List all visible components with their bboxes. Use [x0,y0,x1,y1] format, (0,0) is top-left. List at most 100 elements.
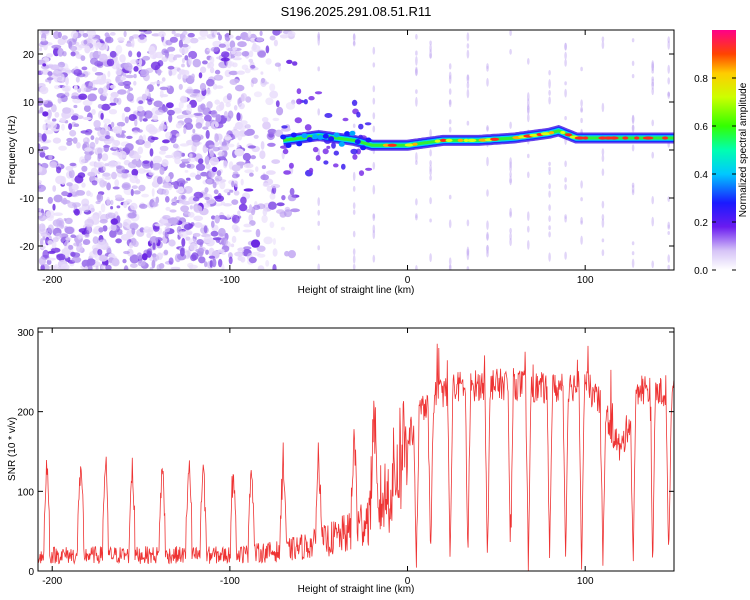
noise-blob [163,223,173,227]
noise-blob [265,260,270,267]
ridge-hotspot [609,136,619,140]
noise-blob [103,144,110,153]
noise-blob [98,210,102,216]
noise-blob [235,35,242,41]
noise-blob [119,54,126,63]
noise-blob [100,203,106,213]
noise-blob [220,145,229,151]
noise-blob [232,46,238,51]
noise-blob [83,39,88,45]
noise-blob [274,129,284,137]
ridge-early-blob [365,137,372,143]
streak-blob [667,254,670,263]
noise-blob [123,250,130,255]
colorbar-ticks: 0.0 0.2 0.4 0.6 0.8 [694,74,736,277]
noise-blob [42,123,47,131]
noise-blob [171,202,177,206]
noise-blob [161,139,170,144]
streak-blob [352,33,356,43]
noise-blob [213,30,218,36]
streak-blob [372,112,376,120]
noise-blob [120,76,126,81]
noise-blob [131,168,139,176]
noise-blob [139,113,143,123]
streak-blob [631,258,635,268]
noise-blob [244,68,251,74]
noise-blob [78,93,88,100]
noise-blob [213,189,219,195]
noise-blob [289,187,295,196]
streak-blob [466,74,470,81]
noise-blob [191,252,199,261]
noise-blob [53,69,63,77]
noise-blob [89,141,96,149]
noise-blob [117,89,127,95]
streak-blob [466,32,470,42]
noise-blob [131,185,138,190]
noise-blob [218,34,222,41]
snr-x-axis-label: Height of straight line (km) [298,584,415,595]
streak-blob [548,79,551,89]
noise-blob [116,121,126,127]
spectrogram-y-ticks: 20 10 0 -10 -20 [20,50,674,253]
noise-blob [84,45,91,54]
noise-blob [236,70,245,75]
noise-blob [121,112,126,122]
noise-blob [61,35,68,40]
noise-blob [191,134,202,143]
noise-blob [204,261,208,268]
streak-blob [372,161,376,170]
noise-blob [249,172,254,177]
streak-blob [527,240,530,250]
noise-blob [195,174,202,180]
noise-blob [142,160,150,164]
y-tick-label: -20 [20,242,35,253]
streak-blob [509,211,512,218]
noise-blob [137,260,146,267]
noise-blob [73,208,80,216]
noise-blob [185,236,191,241]
streak-blob [317,263,320,270]
noise-blob [87,93,97,102]
noise-blob [207,62,211,69]
noise-blob [134,118,138,127]
noise-blob [287,193,297,202]
noise-blob [47,240,53,245]
noise-blob [163,188,169,196]
noise-blob [193,215,204,222]
transition-blob [333,163,339,168]
streak-blob [448,194,452,200]
noise-blob [231,173,240,179]
streak-blob [429,129,432,138]
noise-blob [40,40,49,46]
noise-blob [130,202,138,211]
noise-blob [60,176,67,185]
noise-blob [188,211,195,218]
noise-blob [108,109,118,115]
noise-blob [211,220,215,228]
streak-blob [601,218,605,228]
noise-blob [166,109,175,116]
noise-blob [202,126,209,130]
noise-blob [98,254,108,262]
noise-blob [184,122,194,130]
ridge-early-blob [296,141,303,147]
noise-blob [152,201,158,207]
ridge-early-blob [285,143,292,148]
streak-blob [466,120,470,126]
noise-blob [158,31,166,38]
noise-blob [137,168,147,174]
noise-blob [163,249,169,255]
noise-blob [199,82,207,91]
streak-blob [667,264,670,270]
noise-blob [175,133,181,138]
noise-blob [141,193,150,198]
noise-blob [52,118,57,122]
noise-blob [178,230,188,238]
streak-blob [564,177,567,183]
noise-blob [167,65,175,70]
noise-blob [138,58,143,67]
noise-blob [243,246,252,250]
noise-blob [212,83,218,90]
noise-blob [221,141,227,147]
